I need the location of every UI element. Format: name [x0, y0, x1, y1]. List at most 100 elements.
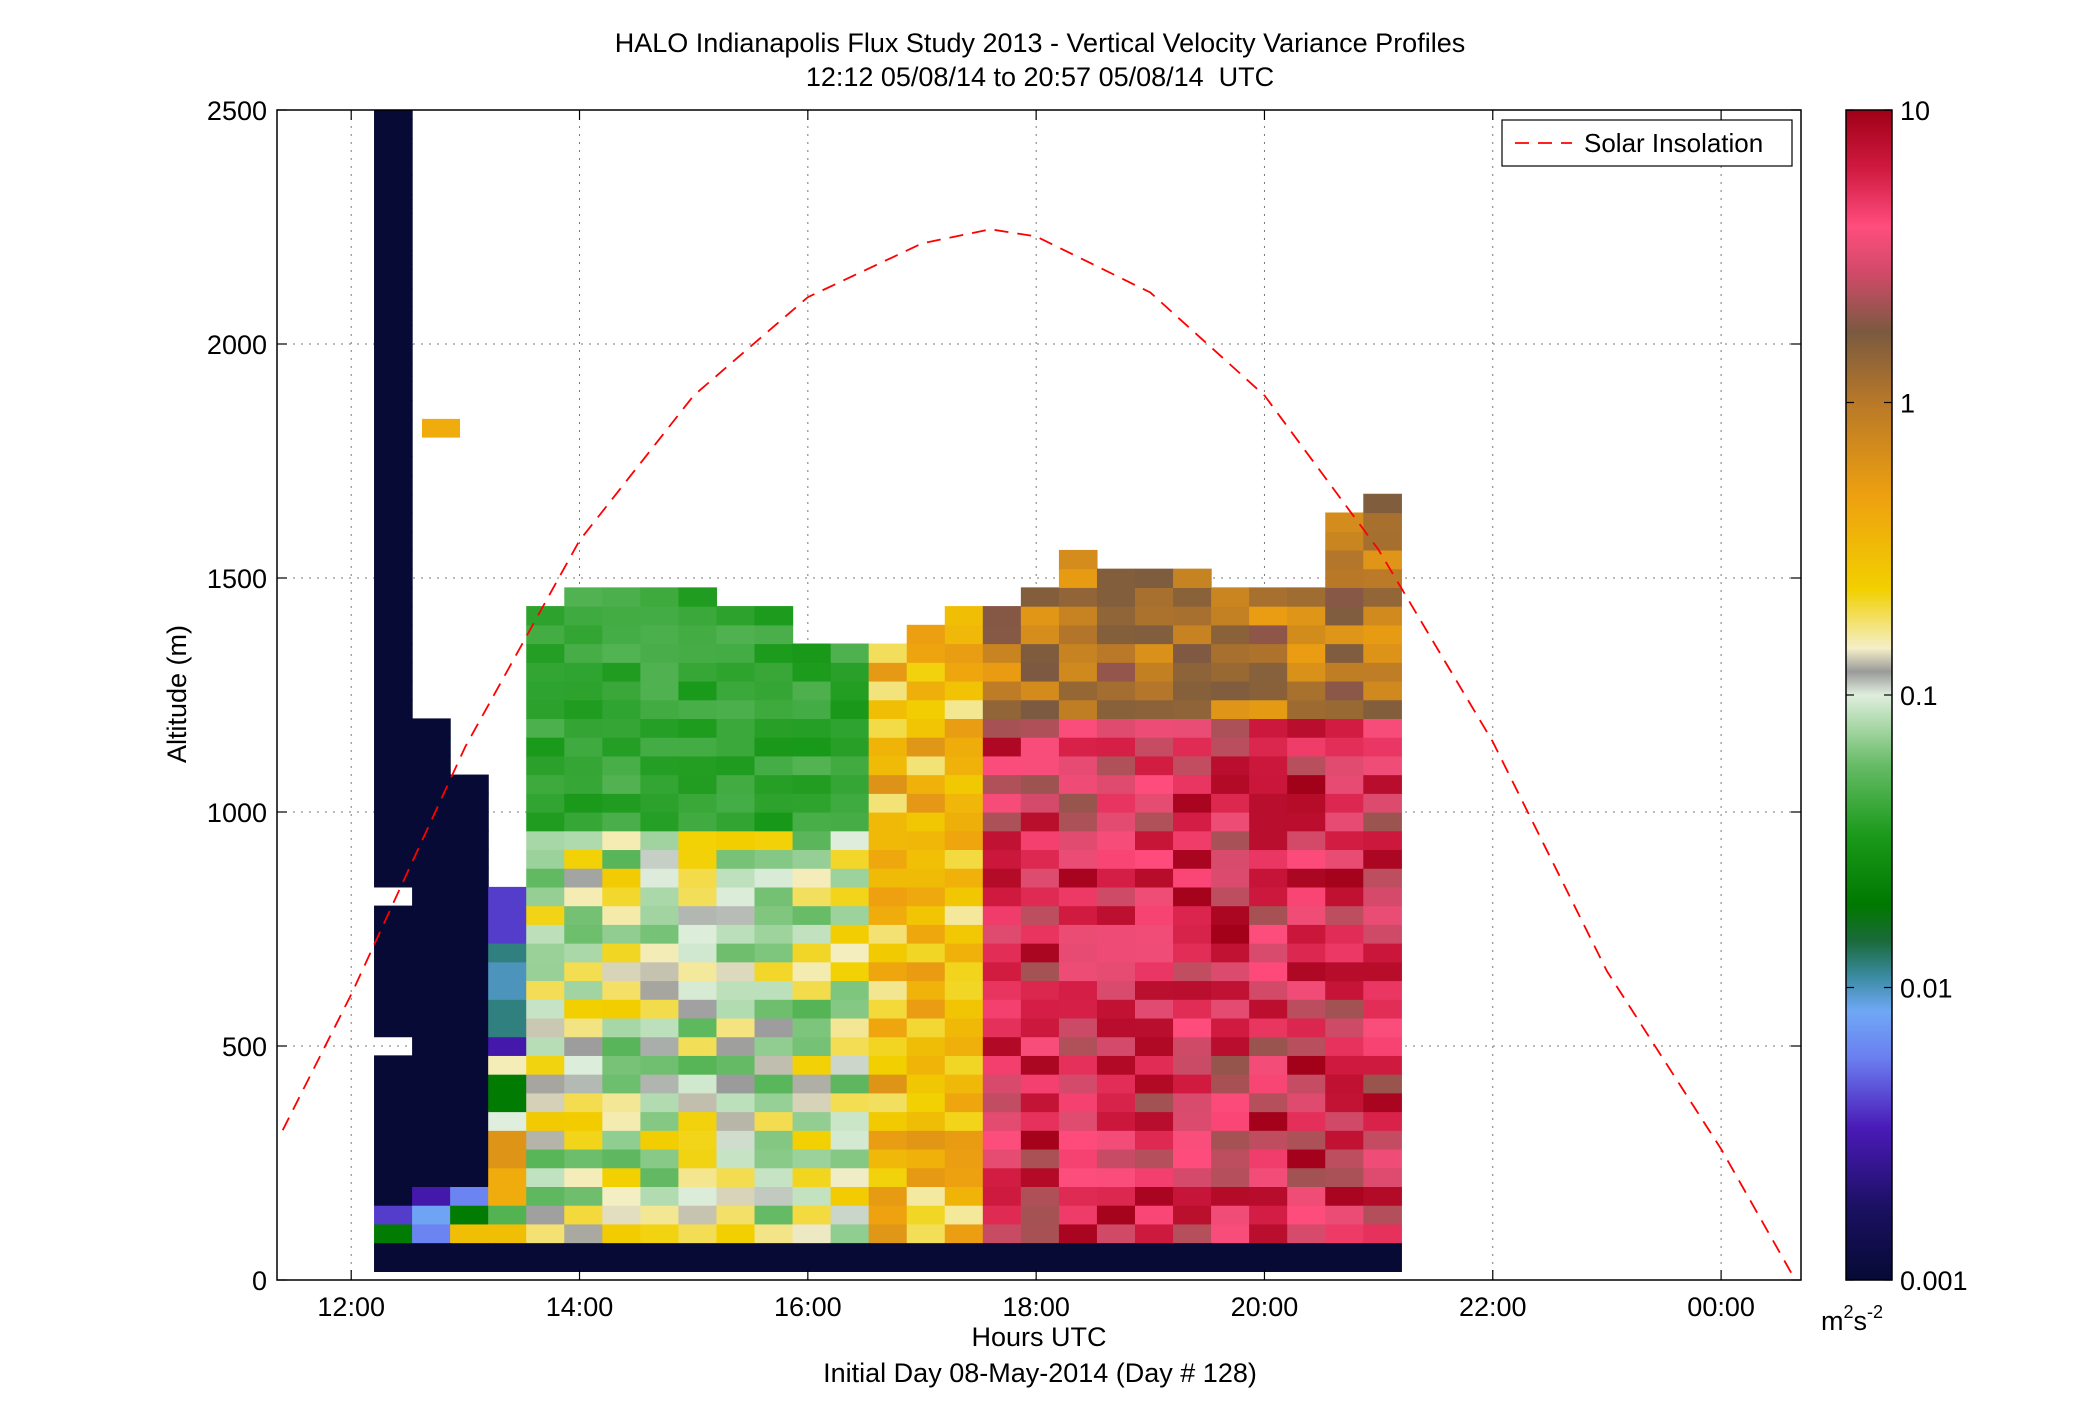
heatmap-cell — [1211, 774, 1250, 794]
heatmap-cell — [1173, 624, 1212, 645]
heatmap-cell — [640, 849, 680, 869]
heatmap-cell — [754, 1261, 794, 1272]
heatmap-cell — [602, 1111, 641, 1131]
heatmap-cell — [1249, 699, 1288, 719]
heatmap-cell — [374, 905, 413, 925]
heatmap-cell — [792, 1111, 832, 1131]
heatmap-cell — [374, 755, 413, 776]
heatmap-cell — [944, 774, 984, 794]
heatmap-cell — [1287, 1186, 1326, 1206]
heatmap-cell — [830, 643, 870, 663]
x-axis-label: Hours UTC — [971, 1322, 1106, 1352]
heatmap-cell — [716, 1223, 756, 1244]
colorbar-tick-label: 0.001 — [1900, 1266, 1968, 1296]
heatmap-cell — [412, 830, 451, 851]
heatmap-cell — [1249, 737, 1288, 757]
heatmap-cell — [830, 1205, 870, 1225]
heatmap-cell — [1096, 1036, 1136, 1056]
colorbar-unit: m2s-2 — [1821, 1302, 1883, 1336]
heatmap-cell — [716, 774, 756, 794]
heatmap-cell — [374, 549, 413, 570]
heatmap-cell — [564, 680, 603, 701]
heatmap-cell — [374, 662, 413, 682]
heatmap-cell — [1173, 1111, 1212, 1131]
heatmap-cell — [754, 624, 794, 645]
heatmap-cell — [944, 643, 984, 663]
heatmap-cell — [526, 1074, 565, 1094]
heatmap-cell — [792, 812, 832, 832]
heatmap-cell — [1211, 868, 1250, 888]
heatmap-cell — [1249, 999, 1288, 1019]
heatmap-cell — [944, 905, 984, 925]
heatmap-cell — [526, 737, 565, 757]
colorbar: 0.001 0.01 0.1 1 10 m2s-2 — [1821, 96, 1968, 1336]
heatmap-cell — [1249, 1111, 1288, 1131]
heatmap-cell — [1135, 1242, 1174, 1262]
heatmap-cell — [488, 999, 527, 1019]
heatmap-cell — [830, 905, 870, 925]
heatmap-cell — [944, 718, 984, 738]
heatmap-cell — [488, 961, 527, 982]
heatmap-cell — [1058, 1055, 1098, 1075]
heatmap-cell — [830, 1036, 870, 1056]
heatmap-cell — [982, 961, 1022, 982]
heatmap-cell — [1020, 624, 1060, 645]
heatmap-cell — [1173, 680, 1212, 701]
heatmap-cell — [488, 1148, 527, 1169]
heatmap-cell — [602, 1092, 641, 1113]
heatmap-cell — [412, 1130, 451, 1150]
heatmap-cell — [640, 1036, 680, 1056]
heatmap-cell — [982, 849, 1022, 869]
heatmap-cell — [906, 793, 946, 813]
heatmap-cell — [1058, 980, 1098, 1000]
heatmap-cell — [906, 812, 946, 832]
heatmap-cell — [1020, 1092, 1060, 1113]
x-axis-label-secondary: Initial Day 08-May-2014 (Day # 128) — [823, 1358, 1257, 1388]
heatmap-cell — [1096, 886, 1136, 907]
legend: Solar Insolation — [1501, 119, 1793, 167]
heatmap-cell — [1058, 549, 1098, 570]
heatmap-cell — [1020, 606, 1060, 626]
heatmap-cell — [412, 1111, 451, 1131]
heatmap-cell — [450, 1167, 489, 1187]
heatmap-cell — [1249, 624, 1288, 645]
heatmap-cell — [564, 1092, 603, 1113]
heatmap-cell — [1020, 1223, 1060, 1244]
heatmap-cell — [374, 175, 413, 195]
heatmap-cell — [1287, 961, 1326, 982]
heatmap-cell — [374, 456, 413, 476]
heatmap-cell — [1058, 1111, 1098, 1131]
heatmap-cell — [1211, 755, 1250, 776]
heatmap-cell — [602, 643, 641, 663]
heatmap-cell — [1211, 1017, 1250, 1038]
heatmap-cell — [1135, 1092, 1174, 1113]
heatmap-cell — [374, 1261, 413, 1272]
heatmap-cell — [564, 755, 603, 776]
heatmap-cell — [1173, 886, 1212, 907]
heatmap-cell — [1249, 587, 1288, 607]
heatmap-cell — [716, 699, 756, 719]
heatmap-cell — [982, 943, 1022, 963]
heatmap-cell — [526, 1111, 565, 1131]
heatmap-cell — [906, 1186, 946, 1206]
heatmap-cell — [564, 1205, 603, 1225]
y-tick-label: 1000 — [207, 798, 267, 828]
heatmap-cell — [982, 662, 1022, 682]
heatmap-cell — [374, 1205, 413, 1225]
heatmap-cell — [602, 624, 641, 645]
heatmap-cell — [640, 793, 680, 813]
heatmap-cell — [526, 1148, 565, 1169]
heatmap-cell — [602, 1205, 641, 1225]
heatmap-cell — [1287, 905, 1326, 925]
heatmap-cell — [1363, 737, 1402, 757]
heatmap-cell — [1211, 905, 1250, 925]
heatmap-cell — [1211, 737, 1250, 757]
heatmap-cell — [564, 1036, 603, 1056]
heatmap-cell — [906, 943, 946, 963]
heatmap-cell — [716, 718, 756, 738]
heatmap-cell — [754, 886, 794, 907]
heatmap-cell — [374, 961, 413, 982]
heatmap-cell — [1211, 1186, 1250, 1206]
heatmap-cell — [602, 606, 641, 626]
heatmap-cell — [982, 1036, 1022, 1056]
